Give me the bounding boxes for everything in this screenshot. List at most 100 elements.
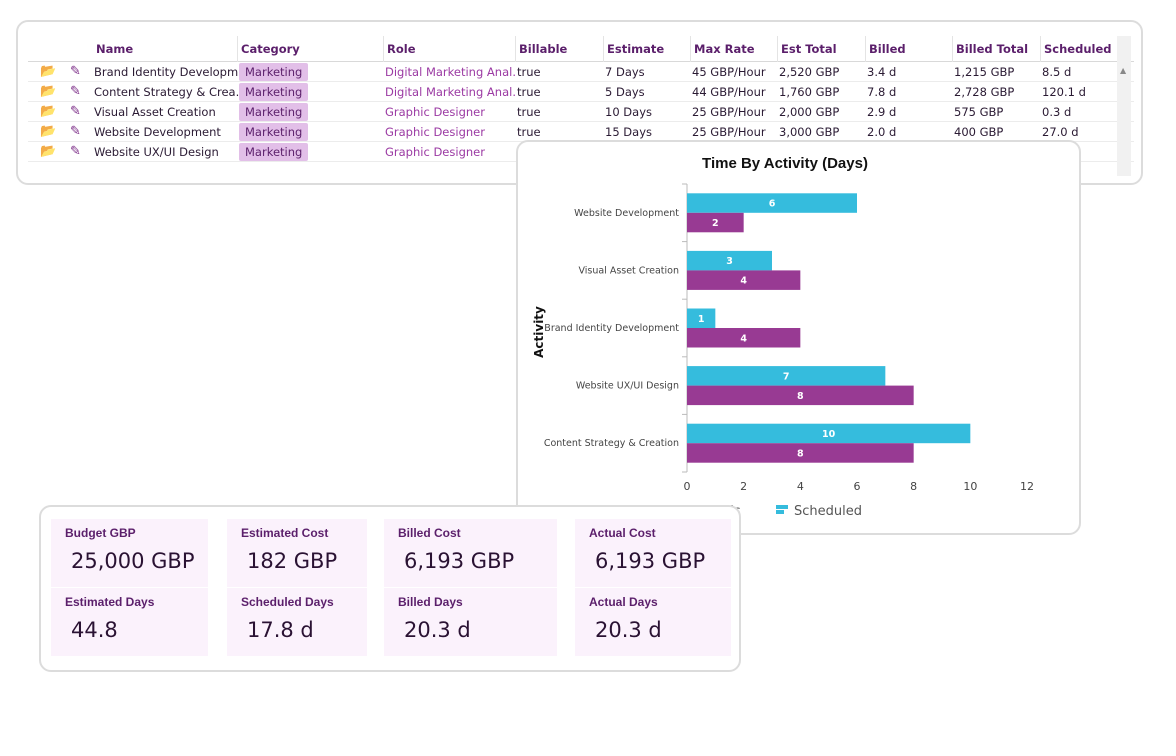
column-header-billed-total[interactable]: Billed Total [956, 41, 1029, 56]
stat-tile: Billed Cost 6,193 GBP [384, 519, 557, 587]
cell-role-link[interactable]: Graphic Designer [385, 124, 485, 139]
column-divider[interactable] [237, 36, 238, 62]
stat-label: Billed Days [398, 595, 463, 609]
column-header-name[interactable]: Name [96, 41, 134, 56]
column-divider[interactable] [865, 36, 866, 62]
bar-data-label: 8 [797, 391, 804, 402]
cell-est-total: 2,000 GBP [779, 104, 840, 119]
stat-value: 6,193 GBP [404, 549, 515, 573]
column-divider[interactable] [515, 36, 516, 62]
category-badge: Marketing [239, 82, 309, 101]
table-scrollbar[interactable]: ▲ [1117, 36, 1131, 176]
cell-role-link[interactable]: Graphic Designer [385, 144, 485, 159]
table-row[interactable]: 📂 ✎ Website Development Marketing Graphi… [28, 122, 1134, 142]
bar [687, 270, 801, 290]
stat-label: Budget GBP [65, 526, 136, 540]
cell-billed: 3.4 d [867, 64, 897, 79]
column-header-scheduled[interactable]: Scheduled [1044, 41, 1112, 56]
cell-role-link[interactable]: Digital Marketing Anal... [385, 64, 515, 79]
edit-icon[interactable]: ✎ [70, 84, 81, 99]
chart-title: Time By Activity (Days) [702, 155, 868, 172]
column-divider[interactable] [1040, 36, 1041, 62]
column-header-billable[interactable]: Billable [519, 41, 568, 56]
bar [687, 328, 801, 348]
cell-role-link[interactable]: Graphic Designer [385, 104, 485, 119]
cell-estimate: 7 Days [605, 64, 645, 79]
column-header-max-rate[interactable]: Max Rate [694, 41, 755, 56]
column-header-estimate[interactable]: Estimate [607, 41, 665, 56]
table-row[interactable]: 📂 ✎ Visual Asset Creation Marketing Grap… [28, 102, 1134, 122]
stat-value: 44.8 [71, 618, 118, 642]
edit-icon[interactable]: ✎ [70, 64, 81, 79]
bar-data-label: 1 [698, 314, 705, 325]
column-divider[interactable] [952, 36, 953, 62]
legend-label: Scheduled [794, 504, 862, 519]
column-header-billed[interactable]: Billed [869, 41, 906, 56]
stat-value: 25,000 GBP [71, 549, 195, 573]
x-tick-label: 6 [854, 480, 861, 493]
bar [687, 366, 886, 386]
edit-icon[interactable]: ✎ [70, 104, 81, 119]
x-tick-label: 2 [740, 480, 747, 493]
table-row[interactable]: 📂 ✎ Content Strategy & Crea... Marketing… [28, 82, 1134, 102]
cell-estimate: 5 Days [605, 84, 645, 99]
cell-billed: 2.9 d [867, 104, 897, 119]
stat-tile: Budget GBP 25,000 GBP [51, 519, 208, 587]
folder-open-icon[interactable]: 📂 [40, 124, 57, 139]
stat-value: 6,193 GBP [595, 549, 706, 573]
bar [687, 443, 914, 463]
folder-open-icon[interactable]: 📂 [40, 144, 57, 159]
category-badge: Marketing [239, 62, 309, 81]
cell-category: Marketing [239, 102, 384, 121]
table-row[interactable]: 📂 ✎ Brand Identity Developm... Marketing… [28, 62, 1134, 82]
cell-scheduled: 27.0 d [1042, 124, 1079, 139]
category-badge: Marketing [239, 142, 309, 161]
column-divider[interactable] [383, 36, 384, 62]
scroll-up-arrow-icon[interactable]: ▲ [1120, 66, 1127, 75]
column-header-role[interactable]: Role [387, 41, 416, 56]
stat-label: Actual Days [589, 595, 658, 609]
x-tick-label: 0 [684, 480, 691, 493]
column-divider[interactable] [777, 36, 778, 62]
stat-value: 20.3 d [595, 618, 662, 642]
column-header-est-total[interactable]: Est Total [781, 41, 837, 56]
cell-est-total: 3,000 GBP [779, 124, 840, 139]
y-axis-title: Activity [532, 306, 546, 358]
category-badge: Marketing [239, 122, 309, 141]
column-header-category[interactable]: Category [241, 41, 300, 56]
stat-label: Estimated Days [65, 595, 155, 609]
x-tick-label: 12 [1020, 480, 1034, 493]
category-label: Website Development [574, 208, 679, 219]
bar-chart: Time By Activity (Days) Activity Website… [532, 155, 1034, 519]
cell-role-link[interactable]: Digital Marketing Anal... [385, 84, 515, 99]
table-header-row: Name Category Role Billable Estimate Max… [28, 36, 1134, 62]
x-tick-label: 4 [797, 480, 804, 493]
cell-name: Website Development [94, 124, 221, 139]
stat-value: 17.8 d [247, 618, 314, 642]
edit-icon[interactable]: ✎ [70, 144, 81, 159]
cell-billable: true [517, 84, 541, 99]
folder-open-icon[interactable]: 📂 [40, 104, 57, 119]
cell-name: Website UX/UI Design [94, 144, 219, 159]
bar-data-label: 3 [726, 256, 733, 267]
stat-tile: Billed Days 20.3 d [384, 588, 557, 656]
cell-billable: true [517, 104, 541, 119]
edit-icon[interactable]: ✎ [70, 124, 81, 139]
stat-tile: Scheduled Days 17.8 d [227, 588, 367, 656]
column-divider[interactable] [690, 36, 691, 62]
cell-name: Brand Identity Developm... [94, 64, 239, 79]
cell-category: Marketing [239, 122, 384, 141]
folder-open-icon[interactable]: 📂 [40, 64, 57, 79]
cell-max-rate: 45 GBP/Hour [692, 64, 766, 79]
cell-estimate: 10 Days [605, 104, 652, 119]
cell-scheduled: 8.5 d [1042, 64, 1072, 79]
bar-data-label: 4 [740, 333, 747, 344]
cell-est-total: 2,520 GBP [779, 64, 840, 79]
legend-swatch [776, 505, 788, 509]
folder-open-icon[interactable]: 📂 [40, 84, 57, 99]
bar [687, 423, 971, 444]
legend-swatch [776, 510, 784, 514]
cell-scheduled: 0.3 d [1042, 104, 1072, 119]
column-divider[interactable] [603, 36, 604, 62]
bar-data-label: 8 [797, 448, 804, 459]
